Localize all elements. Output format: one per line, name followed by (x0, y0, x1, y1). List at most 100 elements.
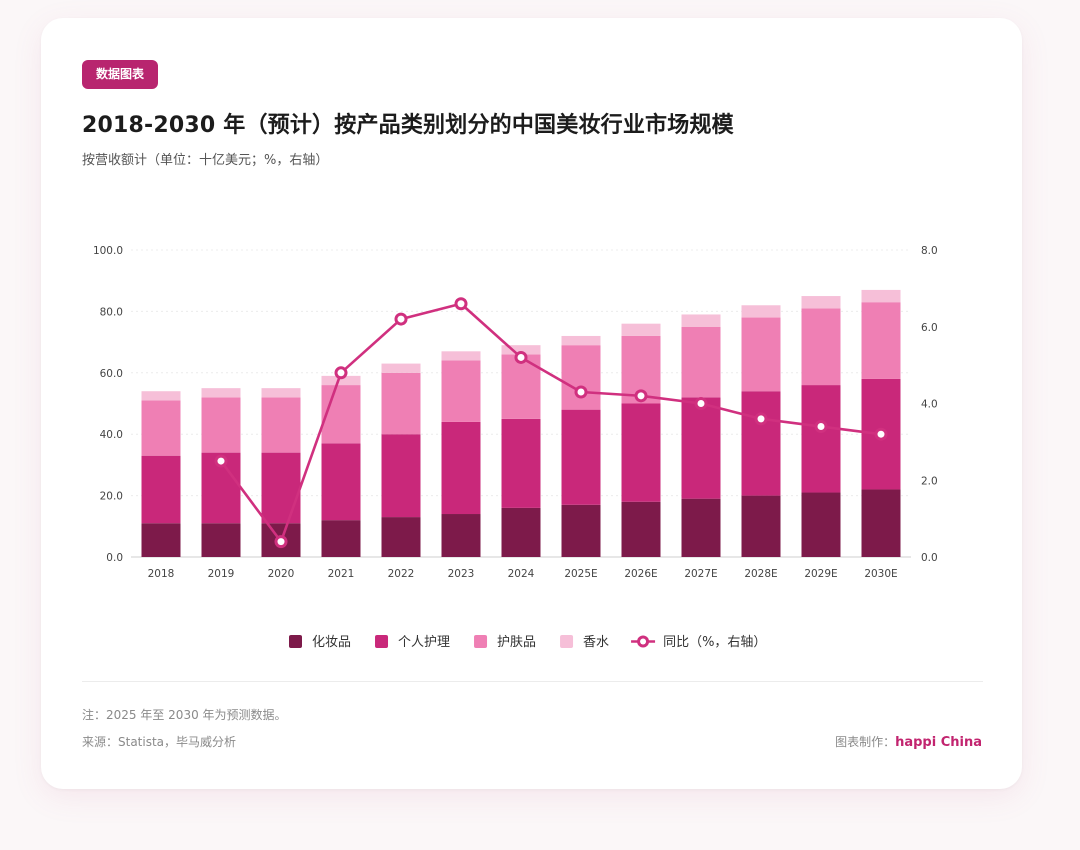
legend-label: 个人护理 (398, 635, 450, 650)
bar-segment-fragrance (861, 289, 901, 303)
x-tick-label: 2030E (864, 568, 897, 580)
bar-segment-cosmetics (501, 507, 541, 557)
bar-segment-personal_care (621, 403, 661, 502)
y-right-tick-label: 0.0 (921, 552, 938, 564)
x-tick-label: 2026E (624, 568, 657, 580)
chart-credit: 图表制作：happi China (835, 733, 982, 750)
footer-divider (82, 681, 983, 682)
x-tick-label: 2028E (744, 568, 777, 580)
bar-segment-skincare (321, 385, 361, 444)
bar-segment-personal_care (321, 443, 361, 521)
bar-segment-skincare (741, 317, 781, 392)
bar-segment-fragrance (741, 305, 781, 318)
yoy-point-center (877, 430, 885, 438)
yoy-point-center (757, 415, 765, 423)
legend-swatch-fragrance (560, 635, 574, 648)
bar-segment-skincare (681, 326, 721, 398)
bar-segment-personal_care (681, 397, 721, 499)
yoy-point-center (577, 388, 585, 396)
y-left-tick-label: 100.0 (93, 245, 123, 257)
source-text: 来源：Statista，毕马威分析 (82, 735, 237, 749)
y-right-tick-label: 8.0 (921, 245, 938, 257)
bar-segment-cosmetics (621, 501, 661, 557)
bar-segment-skincare (261, 397, 301, 453)
x-tick-label: 2020 (268, 568, 295, 580)
bar-segment-personal_care (261, 452, 301, 524)
legend-swatch-personal_care (375, 635, 389, 648)
bar-segment-fragrance (141, 391, 181, 401)
bar-segment-fragrance (321, 375, 361, 386)
yoy-point-center (217, 457, 225, 465)
bar-segment-skincare (381, 372, 421, 435)
bar-segment-skincare (141, 400, 181, 456)
credit-label: 图表制作： (835, 735, 896, 749)
bar-segment-cosmetics (141, 523, 181, 557)
x-tick-label: 2024 (508, 568, 535, 580)
y-left-tick-label: 40.0 (100, 429, 123, 441)
yoy-point-center (637, 392, 645, 400)
y-left-tick-label: 0.0 (106, 552, 123, 564)
x-tick-label: 2023 (448, 568, 475, 580)
bar-segment-fragrance (681, 314, 721, 327)
legend-swatch-skincare (474, 635, 488, 648)
bar-segment-skincare (861, 302, 901, 379)
bar-segment-skincare (441, 360, 481, 422)
bar-segment-cosmetics (381, 517, 421, 557)
stacked-bar-chart: 0.0 20.0 40.0 60.0 80.0 100.0 0.0 2.0 4.0 6.0 8.0 2… (93, 245, 938, 650)
bar-segment-personal_care (801, 385, 841, 493)
chart-card: 数据图表 2018-2030 年（预计）按产品类别划分的中国美妆行业市场规模 按… (41, 18, 1022, 789)
y-left-tick-label: 60.0 (100, 368, 123, 380)
bar-segment-personal_care (441, 421, 481, 515)
yoy-point-center (697, 400, 705, 407)
y-right-tick-label: 2.0 (921, 475, 938, 487)
bar-segment-cosmetics (801, 492, 841, 557)
bar-segment-personal_care (501, 418, 541, 508)
y-right-tick-label: 6.0 (921, 322, 938, 334)
yoy-point-center (277, 538, 285, 546)
bar-segment-fragrance (381, 363, 421, 373)
legend-label: 香水 (583, 635, 609, 650)
chart-subtitle: 按营收额计（单位：十亿美元；%，右轴） (82, 153, 329, 168)
y-left-tick-label: 80.0 (100, 306, 123, 318)
yoy-line (219, 302, 882, 543)
x-tick-label: 2022 (388, 568, 415, 580)
y-right-tick-label: 4.0 (921, 399, 938, 411)
yoy-point-center (457, 300, 465, 308)
yoy-point-center (817, 423, 825, 431)
yoy-point-center (337, 369, 345, 377)
bar-segment-personal_care (741, 391, 781, 496)
bar-segment-personal_care (141, 455, 181, 524)
legend-label: 同比（%，右轴） (663, 635, 766, 650)
x-tick-label: 2025E (564, 568, 597, 580)
bar-segment-fragrance (561, 335, 601, 346)
yoy-point-center (517, 353, 525, 361)
bar-segment-cosmetics (861, 489, 901, 557)
legend-marker-yoy-center (640, 638, 647, 645)
bar-segment-cosmetics (201, 523, 241, 557)
bar-segment-fragrance (501, 345, 541, 355)
legend-label: 化妆品 (312, 635, 351, 650)
x-tick-label: 2018 (148, 568, 175, 580)
bar-segment-cosmetics (681, 498, 721, 557)
bar-segment-cosmetics (441, 514, 481, 557)
bar-segment-skincare (201, 397, 241, 453)
x-tick-label: 2019 (208, 568, 235, 580)
bar-segment-cosmetics (741, 495, 781, 557)
bar-segment-skincare (561, 345, 601, 410)
y-left-tick-label: 20.0 (100, 491, 123, 503)
bar-segment-fragrance (261, 388, 301, 398)
legend-label: 护肤品 (497, 635, 536, 650)
chart-title: 2018-2030 年（预计）按产品类别划分的中国美妆行业市场规模 (82, 113, 734, 138)
bar-segment-fragrance (441, 351, 481, 361)
section-badge: 数据图表 (82, 60, 159, 89)
bar-segment-skincare (801, 308, 841, 386)
bar-segment-cosmetics (321, 520, 361, 557)
bar-segment-fragrance (201, 388, 241, 398)
bar-segment-personal_care (561, 409, 601, 505)
x-tick-label: 2021 (328, 568, 355, 580)
forecast-note: 注：2025 年至 2030 年为预测数据。 (82, 708, 287, 722)
x-tick-label: 2029E (804, 568, 837, 580)
legend-swatch-cosmetics (289, 635, 302, 648)
x-tick-label: 2027E (684, 568, 717, 580)
bar-segment-cosmetics (561, 504, 601, 557)
